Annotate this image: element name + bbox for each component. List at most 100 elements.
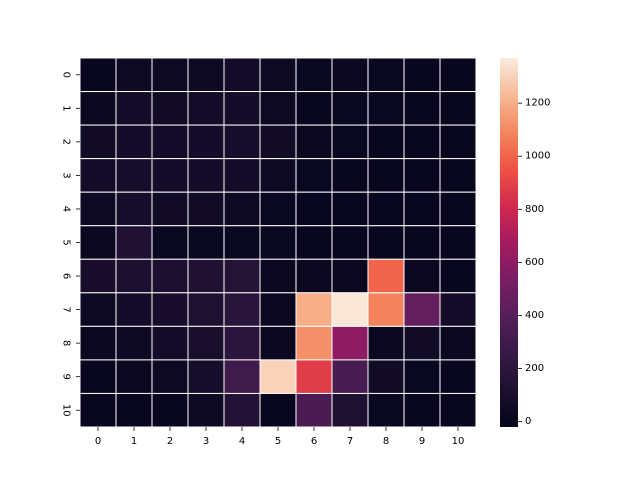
heatmap-cell-3-0 [79, 158, 117, 193]
heatmap-cell-8-0 [79, 325, 117, 361]
y-tick-label: 2 [61, 139, 72, 145]
heatmap-cell-0-8 [367, 57, 405, 93]
heatmap-cell-0-1 [115, 57, 153, 93]
heatmap-cell-2-7 [331, 124, 369, 160]
heatmap-cell-1-5 [259, 91, 297, 126]
heatmap-cell-7-6 [295, 292, 333, 327]
heatmap-cell-10-0 [79, 392, 117, 428]
heatmap-cell-1-3 [187, 91, 225, 126]
heatmap-cell-0-10 [439, 57, 477, 93]
heatmap-cell-2-5 [259, 124, 297, 160]
heatmap-cell-7-1 [115, 292, 153, 327]
heatmap-cell-9-2 [151, 359, 189, 394]
heatmap-cell-2-9 [403, 124, 441, 160]
heatmap-cell-0-4 [223, 57, 261, 93]
heatmap-cell-5-9 [403, 225, 441, 260]
heatmap-cell-0-0 [79, 57, 117, 93]
heatmap-cell-3-2 [151, 158, 189, 193]
heatmap-cell-2-0 [79, 124, 117, 160]
heatmap-cell-10-10 [439, 392, 477, 428]
heatmap-cell-10-3 [187, 392, 225, 428]
x-tick-label: 10 [452, 436, 465, 447]
y-tick-label: 10 [61, 404, 72, 417]
heatmap-cell-8-3 [187, 325, 225, 361]
colorbar-tick-label: 400 [525, 310, 544, 321]
heatmap-cell-8-10 [439, 325, 477, 361]
heatmap-cell-0-9 [403, 57, 441, 93]
heatmap-cell-7-3 [187, 292, 225, 327]
heatmap-cell-8-8 [367, 325, 405, 361]
x-tick-label: 8 [383, 436, 389, 447]
heatmap-cell-6-5 [259, 258, 297, 294]
heatmap-cell-4-6 [295, 191, 333, 227]
heatmap-cell-10-5 [259, 392, 297, 428]
colorbar-tick-label: 800 [525, 204, 544, 215]
heatmap-cell-8-9 [403, 325, 441, 361]
y-tick-label: 6 [61, 273, 72, 279]
heatmap-cell-9-0 [79, 359, 117, 394]
heatmap-cell-0-6 [295, 57, 333, 93]
heatmap-cell-3-1 [115, 158, 153, 193]
y-tick-label: 7 [61, 306, 72, 312]
heatmap-cell-1-7 [331, 91, 369, 126]
y-tick-label: 3 [61, 172, 72, 178]
heatmap-cell-1-8 [367, 91, 405, 126]
heatmap-cell-10-1 [115, 392, 153, 428]
x-tick-label: 2 [167, 436, 173, 447]
heatmap-cell-4-1 [115, 191, 153, 227]
colorbar: 0 200 400 600 800 1000 1200 [500, 58, 550, 427]
heatmap-cell-2-2 [151, 124, 189, 160]
heatmap-cell-9-1 [115, 359, 153, 394]
heatmap-cell-5-7 [331, 225, 369, 260]
x-tick-label: 6 [311, 436, 317, 447]
y-tick-label: 4 [61, 206, 72, 212]
heatmap-cell-7-0 [79, 292, 117, 327]
heatmap-cell-10-7 [331, 392, 369, 428]
heatmap-cell-0-7 [331, 57, 369, 93]
heatmap-cell-4-0 [79, 191, 117, 227]
heatmap-cell-9-4 [223, 359, 261, 394]
heatmap-cell-4-10 [439, 191, 477, 227]
heatmap-cell-8-2 [151, 325, 189, 361]
x-tick-label: 1 [131, 436, 137, 447]
heatmap-cell-3-5 [259, 158, 297, 193]
heatmap-cell-4-2 [151, 191, 189, 227]
heatmap-cell-8-1 [115, 325, 153, 361]
heatmap-cell-3-9 [403, 158, 441, 193]
heatmap-cell-9-3 [187, 359, 225, 394]
heatmap-cell-6-4 [223, 258, 261, 294]
heatmap-cell-4-4 [223, 191, 261, 227]
heatmap-cell-1-2 [151, 91, 189, 126]
heatmap-cell-5-8 [367, 225, 405, 260]
heatmap-cell-8-7 [331, 325, 369, 361]
heatmap-cell-8-4 [223, 325, 261, 361]
heatmap-cell-4-9 [403, 191, 441, 227]
x-tick-label: 0 [95, 436, 101, 447]
heatmap-cell-0-2 [151, 57, 189, 93]
heatmap-cell-7-7 [331, 292, 369, 327]
heatmap-cell-6-2 [151, 258, 189, 294]
heatmap-cell-10-8 [367, 392, 405, 428]
heatmap-cell-0-5 [259, 57, 297, 93]
colorbar-tick-label: 1000 [525, 151, 550, 162]
y-tick-label: 9 [61, 373, 72, 379]
heatmap-cell-0-3 [187, 57, 225, 93]
heatmap-cell-9-7 [331, 359, 369, 394]
heatmap-cell-7-5 [259, 292, 297, 327]
heatmap-cell-6-7 [331, 258, 369, 294]
heatmap-cell-3-3 [187, 158, 225, 193]
heatmap-cell-3-8 [367, 158, 405, 193]
heatmap-cell-6-10 [439, 258, 477, 294]
colorbar-tick-label: 0 [525, 416, 531, 427]
y-tick-label: 0 [61, 72, 72, 78]
y-axis: 0 1 2 3 4 5 6 7 8 9 10 [61, 72, 80, 417]
heatmap-cell-1-0 [79, 91, 117, 126]
colorbar-tick-label: 600 [525, 257, 544, 268]
x-axis: 0 1 2 3 4 5 6 7 8 9 10 [95, 427, 465, 447]
x-tick-label: 9 [419, 436, 425, 447]
heatmap-cell-3-7 [331, 158, 369, 193]
colorbar-tick-label: 1200 [525, 98, 550, 109]
x-tick-label: 4 [239, 436, 245, 447]
heatmap-cell-5-5 [259, 225, 297, 260]
